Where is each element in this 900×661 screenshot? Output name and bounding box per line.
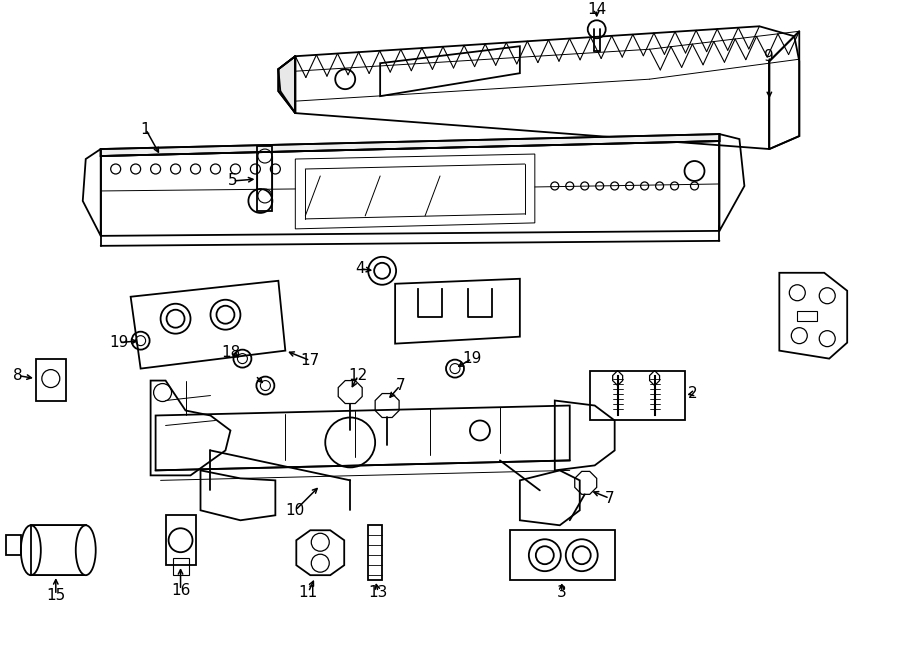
Text: 4: 4	[356, 261, 365, 276]
Polygon shape	[278, 56, 295, 113]
Text: 5: 5	[228, 173, 238, 188]
Text: 17: 17	[301, 353, 320, 368]
Polygon shape	[101, 134, 719, 156]
Text: 12: 12	[348, 368, 368, 383]
Text: 16: 16	[171, 582, 190, 598]
Text: 11: 11	[299, 584, 318, 600]
Text: 19: 19	[463, 351, 482, 366]
Text: 9: 9	[764, 49, 774, 63]
Text: 8: 8	[14, 368, 22, 383]
Text: 1: 1	[140, 122, 150, 137]
Text: 10: 10	[285, 503, 305, 518]
Text: 13: 13	[368, 584, 388, 600]
Text: 18: 18	[220, 345, 240, 360]
Text: 7: 7	[605, 491, 615, 506]
Text: 7: 7	[395, 378, 405, 393]
Text: 15: 15	[46, 588, 66, 603]
Text: 2: 2	[688, 386, 698, 401]
Text: 19: 19	[109, 335, 129, 350]
Text: 14: 14	[587, 2, 607, 17]
Ellipse shape	[76, 525, 95, 575]
Text: 3: 3	[557, 584, 567, 600]
